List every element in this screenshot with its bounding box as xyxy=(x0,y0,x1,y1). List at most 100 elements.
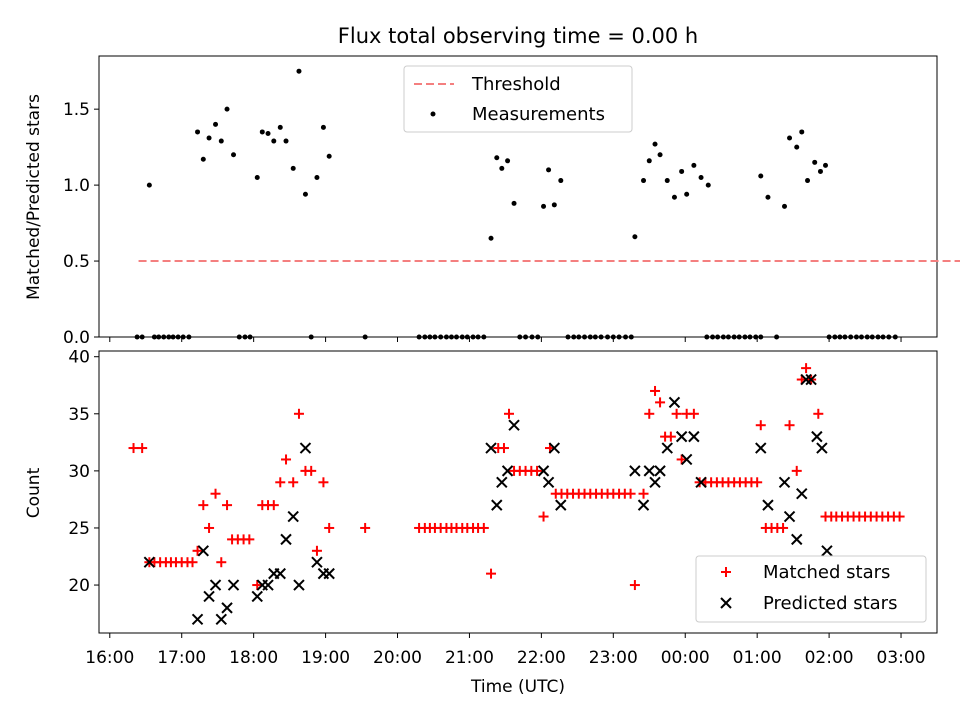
measurement-point xyxy=(290,165,296,171)
bottom-ytick-label: 30 xyxy=(68,462,90,482)
measurement-point xyxy=(623,334,629,340)
matched-star-point xyxy=(688,408,699,419)
measurement-point xyxy=(302,191,308,197)
matched-star-point xyxy=(281,454,292,465)
measurement-point xyxy=(488,235,494,241)
measurement-point xyxy=(247,334,253,340)
matched-star-point xyxy=(306,465,317,476)
bottom-ytick-label: 40 xyxy=(68,348,90,368)
predicted-star-point xyxy=(221,602,233,614)
measurement-point xyxy=(582,334,588,340)
matched-star-point xyxy=(538,511,549,522)
matched-star-point xyxy=(801,363,812,374)
measurement-point xyxy=(296,68,302,74)
predicted-star-point xyxy=(274,567,286,580)
bottom-xtick-label: 03:00 xyxy=(877,648,926,668)
top-ylabel: Matched/Predicted stars xyxy=(24,94,44,300)
threshold-legend-label: Threshold xyxy=(471,74,561,95)
top-legend: Threshold Measurements xyxy=(403,65,633,133)
measurement-point xyxy=(576,334,582,340)
predicted-star-point xyxy=(191,613,204,626)
measurement-point xyxy=(443,334,449,340)
measurement-point xyxy=(753,334,759,340)
predicted-star-point xyxy=(675,430,688,443)
measurement-point xyxy=(277,124,283,130)
predicted-star-point xyxy=(508,419,520,431)
bottom-xtick-label: 17:00 xyxy=(157,648,206,668)
predicted-star-point xyxy=(668,396,681,409)
measurement-point xyxy=(459,334,465,340)
predicted-legend-marker xyxy=(720,597,732,609)
bottom-xtick-label: 19:00 xyxy=(301,648,350,668)
matched-star-point xyxy=(198,500,209,511)
measurement-point xyxy=(853,334,859,340)
predicted-star-point xyxy=(293,579,305,591)
bottom-xtick-label: 01:00 xyxy=(733,648,782,668)
top-ytick-label: 1.0 xyxy=(63,176,90,196)
measurement-point xyxy=(265,130,271,136)
matched-star-point xyxy=(222,500,233,511)
predicted-star-point xyxy=(537,465,550,477)
bottom-xtick-label: 22:00 xyxy=(517,648,566,668)
measurement-point xyxy=(892,334,898,340)
measurement-point xyxy=(475,334,481,340)
measurement-point xyxy=(186,334,192,340)
measurement-point xyxy=(320,124,326,130)
matched-star-point xyxy=(671,408,682,419)
matched-star-point xyxy=(813,408,824,419)
bottom-plot: 20 25 30 35 40 16:00 17:00 18:00 19:00 20:00 21:00… xyxy=(68,348,938,668)
predicted-star-point xyxy=(821,545,833,557)
measurement-point xyxy=(259,129,265,135)
measurement-point xyxy=(448,334,454,340)
matched-legend-marker xyxy=(721,567,731,577)
measurement-point xyxy=(842,334,848,340)
predicted-star-point xyxy=(496,476,508,489)
measurement-point xyxy=(725,334,731,340)
measurement-point xyxy=(652,141,658,147)
predicted-star-point xyxy=(197,545,210,557)
measurement-point xyxy=(523,334,529,340)
measurement-point xyxy=(416,334,422,340)
matched-star-point xyxy=(638,488,649,499)
predicted-star-point xyxy=(227,579,240,591)
measurement-point xyxy=(657,152,663,158)
measurement-point xyxy=(758,173,764,179)
measurement-point xyxy=(684,191,690,197)
matched-star-point xyxy=(755,420,766,431)
measurement-point xyxy=(765,194,771,200)
measurement-point xyxy=(146,182,152,188)
matched-star-point xyxy=(360,522,371,533)
measurement-point xyxy=(499,165,505,171)
matched-star-point xyxy=(187,557,198,568)
measurement-point xyxy=(805,178,811,184)
predicted-star-point xyxy=(311,556,323,568)
measurement-point xyxy=(720,334,726,340)
measurement-point xyxy=(166,334,172,340)
measurement-point xyxy=(782,203,788,209)
bottom-ytick-label: 35 xyxy=(68,405,90,425)
matched-star-point xyxy=(655,397,666,408)
predicted-star-point xyxy=(501,465,514,477)
predicted-star-point xyxy=(661,442,673,454)
predicted-legend-label: Predicted stars xyxy=(763,593,897,614)
measurement-point xyxy=(679,168,685,174)
measurement-point xyxy=(541,203,547,209)
measurement-point xyxy=(864,334,870,340)
predicted-star-point xyxy=(280,533,292,546)
predicted-star-point xyxy=(262,579,274,591)
predicted-star-point xyxy=(800,373,812,386)
predicted-star-point xyxy=(542,476,555,489)
measurement-point xyxy=(505,158,511,164)
measurement-point xyxy=(826,334,832,340)
matched-star-point xyxy=(244,534,255,545)
matched-star-point xyxy=(532,465,543,476)
matched-star-point xyxy=(275,477,286,488)
matched-star-point xyxy=(128,443,139,454)
measurement-point xyxy=(200,156,206,162)
measurement-point xyxy=(571,334,577,340)
predicted-star-point xyxy=(695,476,707,489)
matched-star-point xyxy=(486,568,497,579)
matched-star-point xyxy=(625,488,636,499)
top-ytick-label: 0.5 xyxy=(63,252,90,272)
